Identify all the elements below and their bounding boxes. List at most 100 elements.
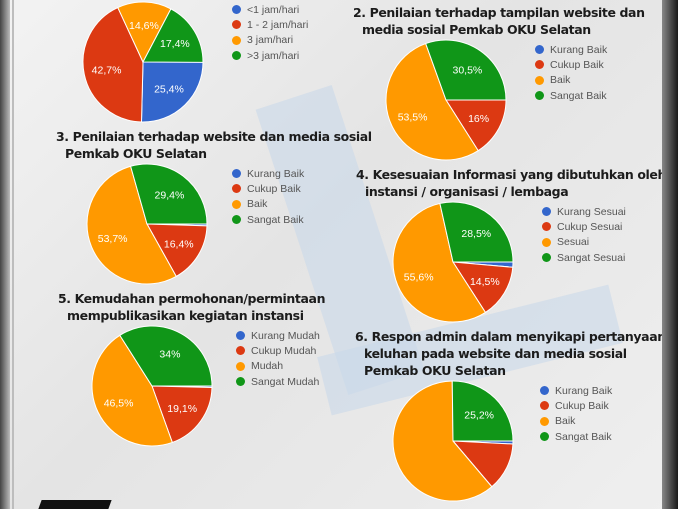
- legend-dot-icon: [540, 386, 549, 396]
- legend-label: Kurang Baik: [550, 43, 608, 56]
- pie-chart-4: 14,5% 55,6% 28,5%: [392, 201, 514, 323]
- legend: Kurang Baik Cukup Baik Baik Sangat Baik: [232, 166, 304, 227]
- legend-dot-icon: [540, 416, 549, 426]
- slice-label: 14,6%: [129, 20, 159, 32]
- legend-dot-icon: [232, 20, 241, 30]
- legend-dot-icon: [232, 169, 241, 179]
- pie-slice-sangat-baik: [425, 39, 507, 101]
- legend-item: Sangat Baik: [535, 88, 607, 103]
- legend-label: Sesuai: [557, 236, 590, 249]
- slice-label: 42,7%: [92, 65, 122, 77]
- legend-dot-icon: [232, 51, 241, 61]
- legend-item: Baik: [535, 73, 607, 88]
- legend-dot-icon: [535, 60, 544, 70]
- slice-label: 25,4%: [154, 84, 184, 96]
- legend-item: Cukup Baik: [535, 57, 607, 72]
- slice-label: 28,5%: [461, 228, 491, 240]
- chart-title-line: keluhan pada website dan media sosial: [364, 346, 627, 361]
- legend-label: <1 jam/hari: [247, 3, 300, 16]
- decor-bar: [38, 500, 112, 509]
- legend-label: Sangat Baik: [550, 89, 607, 102]
- chart-title-line: 4. Kesesuaian Informasi yang dibutuhkan …: [356, 167, 666, 182]
- slice-label: 16,4%: [164, 238, 194, 250]
- legend-dot-icon: [232, 184, 241, 194]
- pie-slice-cukup-baik: [445, 99, 507, 152]
- frame-left: [0, 0, 10, 509]
- legend-dot-icon: [540, 401, 549, 411]
- legend-item: Sangat Sesuai: [542, 250, 626, 265]
- legend-label: Cukup Baik: [555, 399, 609, 412]
- legend: Kurang Sesuai Cukup Sesuai Sesuai Sangat Se…: [542, 204, 626, 265]
- legend-dot-icon: [540, 432, 549, 442]
- pie-slice-cukup-baik: [146, 223, 208, 278]
- legend-label: Kurang Mudah: [251, 329, 320, 342]
- pie-chart-2: 16% 53,5% 30,5%: [385, 39, 507, 161]
- chart-title: 2. Penilaian terhadap tampilan website d…: [353, 4, 645, 38]
- pie-slice-sangat-baik: [451, 380, 514, 442]
- chart-title-line: 6. Respon admin dalam menyikapi pertanya…: [355, 329, 670, 344]
- legend-item: Sangat Baik: [540, 429, 612, 444]
- legend-item: Sangat Baik: [232, 212, 304, 227]
- slice-label: 19,1%: [167, 403, 197, 415]
- legend-dot-icon: [232, 215, 241, 225]
- legend-item: Kurang Baik: [535, 42, 607, 57]
- chart-title-line: media sosial Pemkab OKU Selatan: [362, 22, 591, 37]
- legend-label: Kurang Sesuai: [557, 205, 626, 218]
- legend-label: 3 jam/hari: [247, 34, 294, 47]
- legend-dot-icon: [535, 91, 544, 101]
- pie-slice-mudah: [91, 334, 173, 447]
- legend-label: Sangat Sesuai: [557, 251, 626, 264]
- chart-title: 5. Kemudahan permohonan/permintaan mempub…: [58, 290, 325, 324]
- frame-line: [12, 0, 14, 509]
- slice-label: 29,4%: [155, 189, 185, 201]
- legend: <1 jam/hari 1 - 2 jam/hari 3 jam/hari >3 ja…: [232, 2, 308, 63]
- pie-chart-3: 16,4% 53,7% 29,4%: [86, 163, 208, 285]
- slice-label: 30,5%: [452, 65, 482, 77]
- legend-label: Baik: [247, 198, 268, 211]
- pie-slice-sangat-mudah: [119, 325, 213, 387]
- legend-label: Cukup Baik: [550, 58, 604, 71]
- pie-chart-1: 25,4% 42,7% 14,6%17,4%: [82, 1, 204, 123]
- legend-label: Baik: [550, 74, 571, 87]
- legend-dot-icon: [542, 207, 551, 217]
- legend-item: Baik: [540, 414, 612, 429]
- legend-label: Kurang Baik: [555, 384, 613, 397]
- legend-dot-icon: [542, 222, 551, 232]
- pie-chart-5: 19,1% 46,5% 34%: [91, 325, 213, 447]
- legend: Kurang Baik Cukup Baik Baik Sangat Baik: [540, 383, 612, 444]
- chart-title-line: 3. Penilaian terhadap website dan media …: [56, 129, 372, 144]
- slice-label: 53,5%: [398, 111, 428, 123]
- legend-label: Sangat Baik: [247, 213, 304, 226]
- slice-label: 16%: [468, 113, 489, 125]
- legend-dot-icon: [232, 35, 241, 45]
- legend-item: 1 - 2 jam/hari: [232, 17, 308, 32]
- chart-title-line: Pemkab OKU Selatan: [65, 146, 207, 161]
- legend-item: Cukup Baik: [540, 398, 612, 413]
- pie-slice-sangat-baik: [130, 163, 208, 225]
- legend-item: Sesuai: [542, 235, 626, 250]
- chart-title-line: mempublikasikan kegiatan instansi: [67, 308, 304, 323]
- legend-item: <1 jam/hari: [232, 2, 308, 17]
- slice-label: 53,7%: [98, 233, 128, 245]
- legend-label: Cukup Sesuai: [557, 220, 623, 233]
- legend-item: Kurang Sesuai: [542, 204, 626, 219]
- legend-item: >3 jam/hari: [232, 48, 308, 63]
- legend-item: Cukup Baik: [232, 181, 304, 196]
- slice-label: 14,5%: [470, 276, 500, 288]
- legend-dot-icon: [232, 199, 241, 209]
- legend-label: Mudah: [251, 360, 284, 373]
- pie-slice--1-jam-hari: [140, 61, 204, 123]
- legend-dot-icon: [232, 5, 241, 15]
- chart-title: 6. Respon admin dalam menyikapi pertanya…: [355, 328, 670, 379]
- slice-label: 25,2%: [464, 410, 494, 422]
- legend-dot-icon: [535, 45, 544, 55]
- pie-slice-cukup-sesuai: [452, 261, 514, 314]
- chart-title-line: instansi / organisasi / lembaga: [365, 184, 569, 199]
- legend-dot-icon: [535, 75, 544, 85]
- chart-title-line: 2. Penilaian terhadap tampilan website d…: [353, 5, 645, 20]
- legend-item: Kurang Baik: [232, 166, 304, 181]
- legend-dot-icon: [236, 331, 245, 341]
- legend: Kurang Mudah Cukup Mudah Mudah Sangat Mudah: [236, 328, 320, 389]
- pie-slice-baik: [86, 165, 177, 285]
- pie-slice-1-2-jam-hari: [82, 6, 144, 123]
